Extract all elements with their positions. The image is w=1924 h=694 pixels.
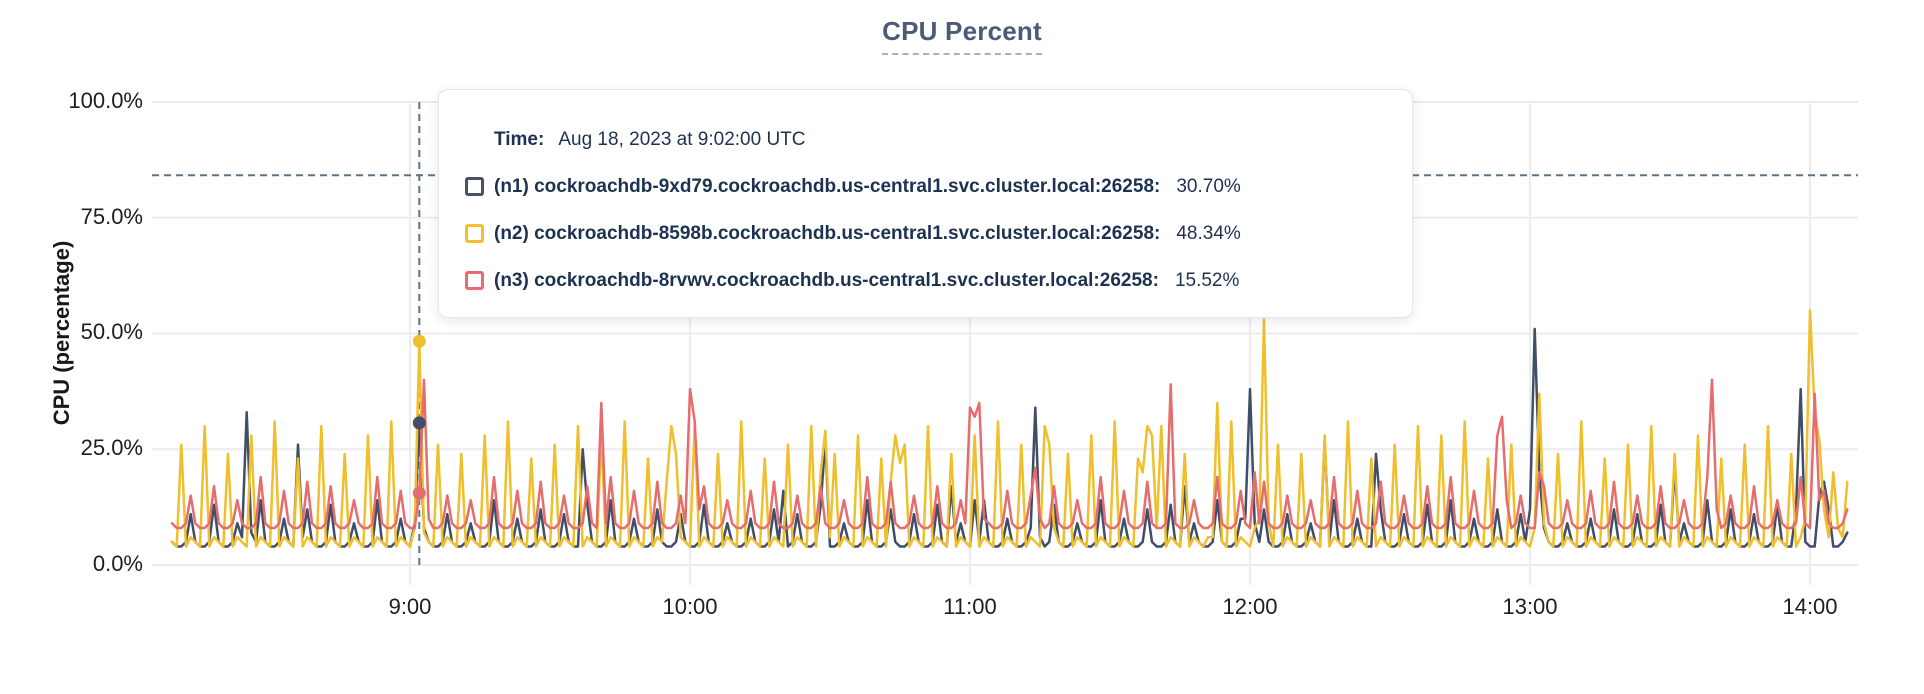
chart-title-text[interactable]: CPU Percent	[882, 16, 1042, 55]
y-tick-label-0: 0.0%	[92, 551, 143, 576]
tooltip-series-row-n1: (n1) cockroachdb-9xd79.cockroachdb.us-ce…	[465, 163, 1388, 210]
series-swatch-n2	[465, 224, 484, 243]
tooltip-series-name-n3: (n3) cockroachdb-8rvwv.cockroachdb.us-ce…	[494, 269, 1159, 291]
x-tick-label-9: 9:00	[388, 594, 432, 619]
crosshair-dot-n2	[412, 334, 426, 348]
crosshair-dot-n3	[412, 486, 426, 500]
y-tick-label-25: 25.0%	[80, 435, 143, 460]
series-line-n3	[170, 378, 1849, 530]
x-tick-label-10: 10:00	[662, 594, 718, 619]
series-line-n2	[170, 309, 1849, 548]
series-line-n1	[170, 327, 1849, 548]
chart-tooltip: Time: Aug 18, 2023 at 9:02:00 UTC (n1) c…	[438, 89, 1413, 318]
x-tick-label-11: 11:00	[943, 594, 997, 619]
series-swatch-n1	[465, 177, 484, 196]
tooltip-time-label: Time:	[494, 128, 545, 150]
chart-title: CPU Percent	[0, 16, 1924, 55]
tooltip-series-row-n3: (n3) cockroachdb-8rvwv.cockroachdb.us-ce…	[465, 257, 1388, 304]
y-tick-label-100: 100.0%	[68, 88, 143, 113]
x-tick-label-13: 13:00	[1502, 594, 1558, 619]
tooltip-series-value-n3: 15.52%	[1174, 269, 1240, 291]
x-tick-label-12: 12:00	[1222, 594, 1278, 619]
tooltip-series-name-n1: (n1) cockroachdb-9xd79.cockroachdb.us-ce…	[494, 175, 1161, 197]
tooltip-time-value: Aug 18, 2023 at 9:02:00 UTC	[558, 128, 806, 150]
y-tick-label-50: 50.0%	[80, 319, 143, 344]
tooltip-series-value-n2: 48.34%	[1176, 222, 1241, 244]
tooltip-series-value-n1: 30.70%	[1176, 175, 1241, 197]
y-tick-label-75: 75.0%	[80, 204, 143, 229]
tooltip-series-row-n2: (n2) cockroachdb-8598b.cockroachdb.us-ce…	[465, 210, 1388, 257]
x-tick-label-14: 14:00	[1782, 594, 1838, 619]
tooltip-time-row: Time: Aug 18, 2023 at 9:02:00 UTC	[494, 116, 1388, 163]
series-swatch-n3	[465, 271, 484, 290]
tooltip-series-name-n2: (n2) cockroachdb-8598b.cockroachdb.us-ce…	[494, 222, 1161, 244]
crosshair-dot-n1	[412, 416, 426, 430]
